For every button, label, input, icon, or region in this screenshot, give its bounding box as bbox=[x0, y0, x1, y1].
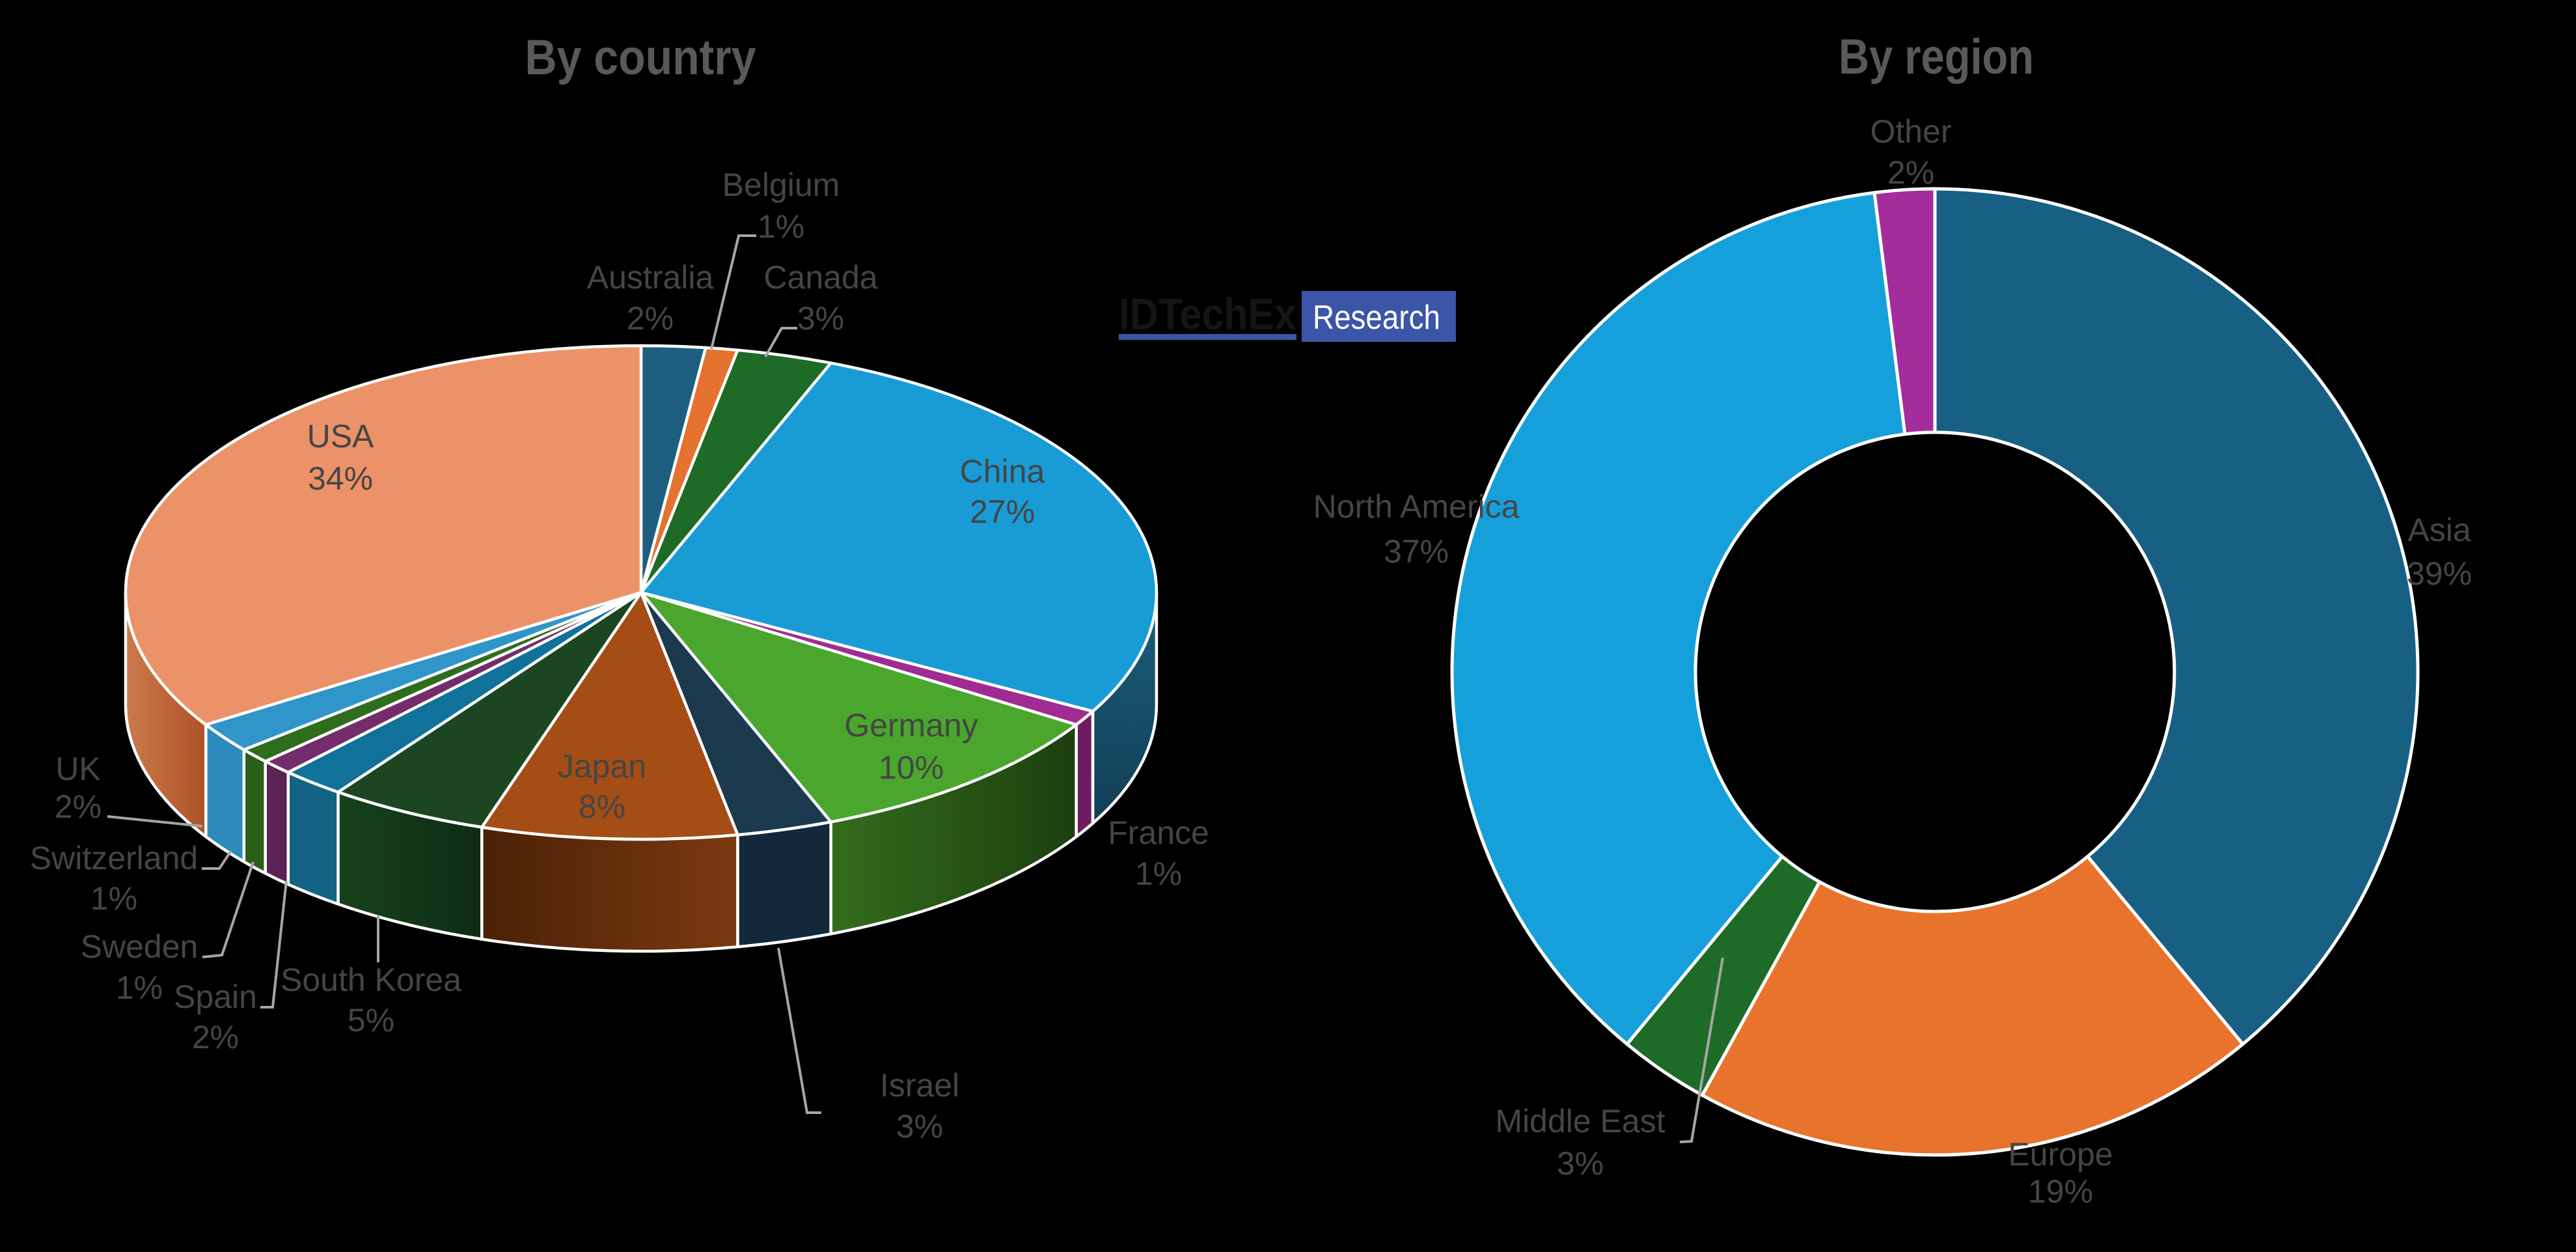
svg-text:Canada: Canada bbox=[763, 259, 877, 296]
svg-text:Asia: Asia bbox=[2407, 512, 2471, 548]
svg-text:10%: 10% bbox=[879, 749, 944, 786]
svg-text:1%: 1% bbox=[90, 880, 137, 917]
svg-text:5%: 5% bbox=[348, 1002, 394, 1038]
svg-text:1%: 1% bbox=[116, 969, 163, 1006]
svg-text:By region: By region bbox=[1839, 29, 2034, 85]
svg-text:South Korea: South Korea bbox=[281, 962, 461, 998]
svg-text:3%: 3% bbox=[1557, 1145, 1604, 1182]
svg-text:1%: 1% bbox=[1135, 856, 1182, 892]
svg-text:North America: North America bbox=[1313, 488, 1520, 525]
svg-text:Belgium: Belgium bbox=[722, 167, 840, 203]
svg-text:37%: 37% bbox=[1384, 533, 1449, 570]
svg-text:2%: 2% bbox=[627, 300, 674, 337]
svg-text:8%: 8% bbox=[579, 788, 625, 825]
svg-text:2%: 2% bbox=[1887, 154, 1934, 191]
svg-text:China: China bbox=[960, 453, 1045, 490]
svg-text:2%: 2% bbox=[192, 1019, 239, 1055]
svg-text:2%: 2% bbox=[55, 788, 102, 825]
svg-text:France: France bbox=[1108, 814, 1209, 851]
svg-text:UK: UK bbox=[55, 751, 100, 787]
svg-text:Australia: Australia bbox=[587, 259, 714, 296]
svg-text:Europe: Europe bbox=[2008, 1136, 2113, 1173]
svg-text:Other: Other bbox=[1870, 113, 1951, 150]
svg-text:Spain: Spain bbox=[174, 979, 257, 1015]
svg-text:IDTechEx: IDTechEx bbox=[1119, 289, 1296, 339]
svg-text:Middle East: Middle East bbox=[1495, 1103, 1665, 1139]
svg-text:Israel: Israel bbox=[880, 1067, 959, 1104]
svg-text:1%: 1% bbox=[758, 208, 804, 245]
svg-text:USA: USA bbox=[307, 418, 374, 454]
svg-text:27%: 27% bbox=[970, 494, 1035, 530]
svg-text:34%: 34% bbox=[308, 460, 373, 497]
svg-text:Sweden: Sweden bbox=[81, 928, 199, 965]
svg-text:3%: 3% bbox=[896, 1108, 943, 1145]
svg-text:19%: 19% bbox=[2028, 1173, 2093, 1210]
svg-text:Switzerland: Switzerland bbox=[30, 840, 198, 876]
svg-text:39%: 39% bbox=[2407, 555, 2472, 592]
svg-text:Research: Research bbox=[1313, 299, 1440, 337]
svg-text:Germany: Germany bbox=[844, 707, 978, 744]
svg-text:By country: By country bbox=[525, 30, 756, 85]
svg-text:Japan: Japan bbox=[558, 748, 646, 785]
svg-text:3%: 3% bbox=[797, 300, 844, 337]
